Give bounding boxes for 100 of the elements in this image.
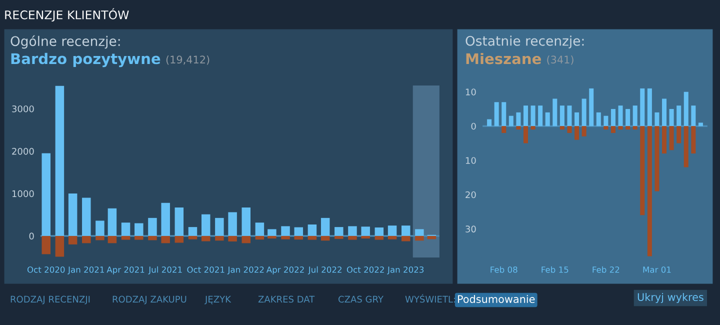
bar: [82, 236, 91, 244]
bar: [374, 236, 384, 240]
bar: [640, 126, 645, 216]
bar: [676, 126, 682, 144]
text: (19,412): [166, 55, 210, 65]
bar: [574, 126, 580, 140]
y-tick-label: 2000: [12, 148, 34, 155]
bar: [610, 108, 616, 126]
bar: [516, 126, 521, 130]
chart-title: Ostatnie recenzje:: [466, 36, 584, 48]
bar: [201, 236, 210, 242]
bar: [242, 236, 251, 244]
bar: [487, 119, 492, 126]
bar: [654, 126, 660, 192]
bar: [684, 126, 688, 168]
bar: [560, 106, 564, 126]
x-tick-label: Oct 2022: [346, 266, 384, 273]
bar: [560, 126, 564, 130]
x-tick-label: Apr 2022: [266, 266, 304, 274]
bar: [523, 126, 528, 144]
text: (341): [547, 55, 574, 65]
y-tick-label: 10: [466, 88, 476, 96]
text: RECENZJE KLIENTÓW: [5, 8, 129, 22]
bar: [201, 214, 210, 236]
y-tick-label: 3000: [12, 105, 34, 112]
bar: [388, 226, 397, 236]
bar: [348, 236, 357, 240]
bar: [361, 236, 370, 238]
chart-subtitle: Mieszane: [466, 52, 541, 64]
bar: [647, 88, 652, 126]
bar: [538, 106, 543, 126]
bar: [401, 226, 410, 236]
bar: [108, 208, 117, 236]
bar: [68, 194, 78, 236]
bar: [632, 126, 638, 130]
bar: [640, 88, 645, 126]
bar: [281, 226, 290, 236]
bar: [96, 220, 104, 236]
bar: [516, 112, 521, 126]
bar: [691, 126, 696, 154]
bar: [669, 108, 674, 126]
text: RODZAJ ZAKUPU: [112, 296, 186, 304]
text: JĘZYK: [204, 296, 232, 304]
bar: [632, 106, 638, 126]
bar: [582, 98, 586, 126]
bar: [308, 236, 317, 240]
bar: [574, 112, 580, 126]
bar: [669, 126, 674, 150]
bar: [281, 236, 290, 240]
x-tick-label: Oct 2021: [187, 266, 224, 273]
bar: [174, 208, 184, 236]
y-tick-label: 30: [466, 226, 476, 232]
x-tick-label: Feb 08: [490, 266, 518, 273]
bar: [294, 236, 304, 240]
x-tick-label: Jan 2023: [387, 266, 424, 274]
chart-subtitle: Bardzo pozytywne: [11, 52, 160, 68]
bar: [415, 229, 424, 236]
bar: [320, 218, 330, 236]
bar: [604, 126, 608, 130]
bar: [647, 126, 652, 256]
bar: [121, 222, 130, 236]
bar: [148, 236, 157, 240]
bar: [55, 86, 64, 236]
bar: [255, 236, 264, 240]
y-tick-label: 20: [466, 191, 476, 198]
bar: [134, 236, 144, 240]
bar: [582, 126, 586, 136]
text: RODZAJ RECENZJI: [10, 296, 90, 304]
bar: [268, 229, 276, 236]
bar: [55, 236, 64, 257]
bar: [361, 226, 370, 236]
bar: [188, 236, 198, 240]
bar: [161, 202, 170, 236]
bar: [174, 236, 184, 243]
y-tick-label: 0: [471, 122, 476, 130]
bar: [552, 98, 558, 126]
bar: [42, 236, 51, 254]
bar: [320, 236, 330, 241]
bar: [610, 126, 616, 133]
bar: [502, 102, 506, 126]
bar: [502, 126, 506, 133]
bar: [691, 106, 696, 126]
bar: [626, 108, 630, 126]
bar: [268, 236, 276, 238]
bar: [68, 236, 78, 244]
bar: [334, 236, 344, 239]
bar: [589, 88, 594, 126]
bar: [108, 236, 117, 244]
text: Ukryj wykres: [638, 292, 704, 304]
bar: [618, 126, 623, 130]
x-tick-label: Oct 2020: [27, 266, 65, 273]
x-tick-label: Feb 15: [542, 266, 568, 273]
bar: [255, 222, 264, 236]
bar: [698, 122, 703, 126]
bar: [294, 227, 304, 236]
bar: [82, 198, 91, 236]
bar: [626, 126, 630, 130]
bar: [348, 226, 357, 236]
bar: [508, 116, 514, 126]
bar: [567, 126, 572, 133]
